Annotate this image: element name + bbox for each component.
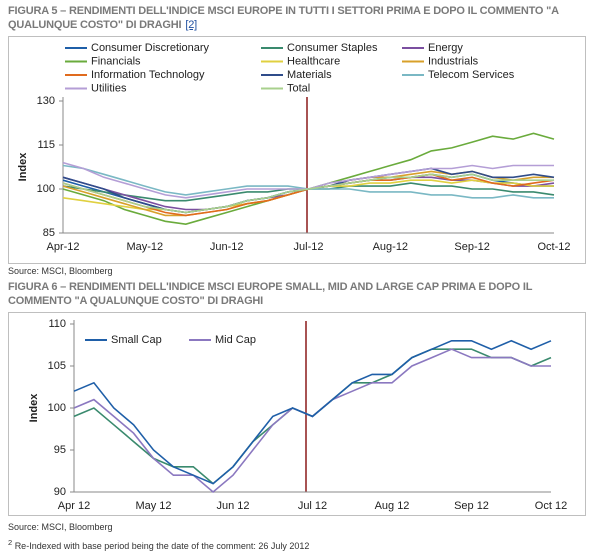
y-tick-label: 115 [37,139,55,151]
x-tick-label: Aug 12 [375,500,410,512]
legend-label: Financials [91,55,141,67]
series-line [73,348,551,494]
x-tick-label: Aug-12 [373,241,408,253]
figure-heading: FIGURA 5 – RENDIMENTI DELL'INDICE MSCI E… [8,4,583,32]
footnote-text: Re-Indexed with base period being the da… [14,541,310,551]
chart-frame: 85 100 115 130 Index Apr-12 May-12 Jun-12 Jul-12… [8,36,586,264]
y-tick-label: 110 [48,318,66,330]
x-tick-label: Jul 12 [298,500,327,512]
x-tick-label: May 12 [135,500,171,512]
y-axis-label: Index [17,152,29,182]
y-tick-label: 85 [43,227,55,239]
legend-label: Telecom Services [428,69,515,81]
x-tick-label: Sep 12 [454,500,489,512]
figure-title: FIGURA 5 – RENDIMENTI DELL'INDICE MSCI E… [8,5,559,31]
x-tick-label: Sep-12 [454,241,489,253]
x-tick-label: Jun 12 [216,500,249,512]
source: Source: MSCI, Bloomberg [8,266,113,276]
legend-label: Small Cap [111,334,162,346]
chart: 90 95 100 105 110 Index Apr 12 May 12 Jun 12 Jul … [28,318,567,512]
legend-label: Information Technology [91,69,205,81]
legend-label: Healthcare [287,55,340,67]
x-tick-label: Jun-12 [210,241,244,253]
legend-label: Consumer Staples [287,42,378,54]
figure-title: FIGURA 6 – RENDIMENTI DELL'INDICE MSCI E… [8,281,533,307]
y-tick-label: 100 [37,183,55,195]
y-axis-label: Index [28,393,40,423]
legend-label: Industrials [428,55,479,67]
x-tick-label: Oct 12 [535,500,567,512]
footnote-ref[interactable]: [2] [185,19,198,31]
y-tick-label: 105 [48,360,66,372]
x-tick-label: May-12 [126,241,163,253]
footnote: 2 Re-Indexed with base period being the … [8,538,309,551]
series-line [62,167,555,214]
y-tick-label: 100 [48,402,66,414]
legend-label: Total [287,82,310,94]
legend-label: Consumer Discretionary [91,42,209,54]
legend-label: Energy [428,42,463,54]
y-tick-label: 130 [37,95,55,107]
legend-label: Materials [287,69,332,81]
legend-label: Mid Cap [215,334,256,346]
x-tick-label: Jul-12 [294,241,324,253]
x-tick-label: Apr-12 [46,241,79,253]
x-tick-label: Apr 12 [58,500,90,512]
series-line [73,339,552,485]
footnote-number: 2 [8,538,13,547]
legend-label: Utilities [91,82,127,94]
series-line [62,173,554,214]
series-line [62,173,555,217]
source: Source: MSCI, Bloomberg [8,522,113,532]
x-tick-label: Oct-12 [537,241,570,253]
chart: 85 100 115 130 Index Apr-12 May-12 Jun-12 Jul-12… [17,42,571,253]
chart-frame: 90 95 100 105 110 Index Apr 12 May 12 Jun 12 Jul … [8,312,586,516]
y-tick-label: 95 [54,444,66,456]
series-line [62,132,555,226]
y-tick-label: 90 [54,486,66,498]
